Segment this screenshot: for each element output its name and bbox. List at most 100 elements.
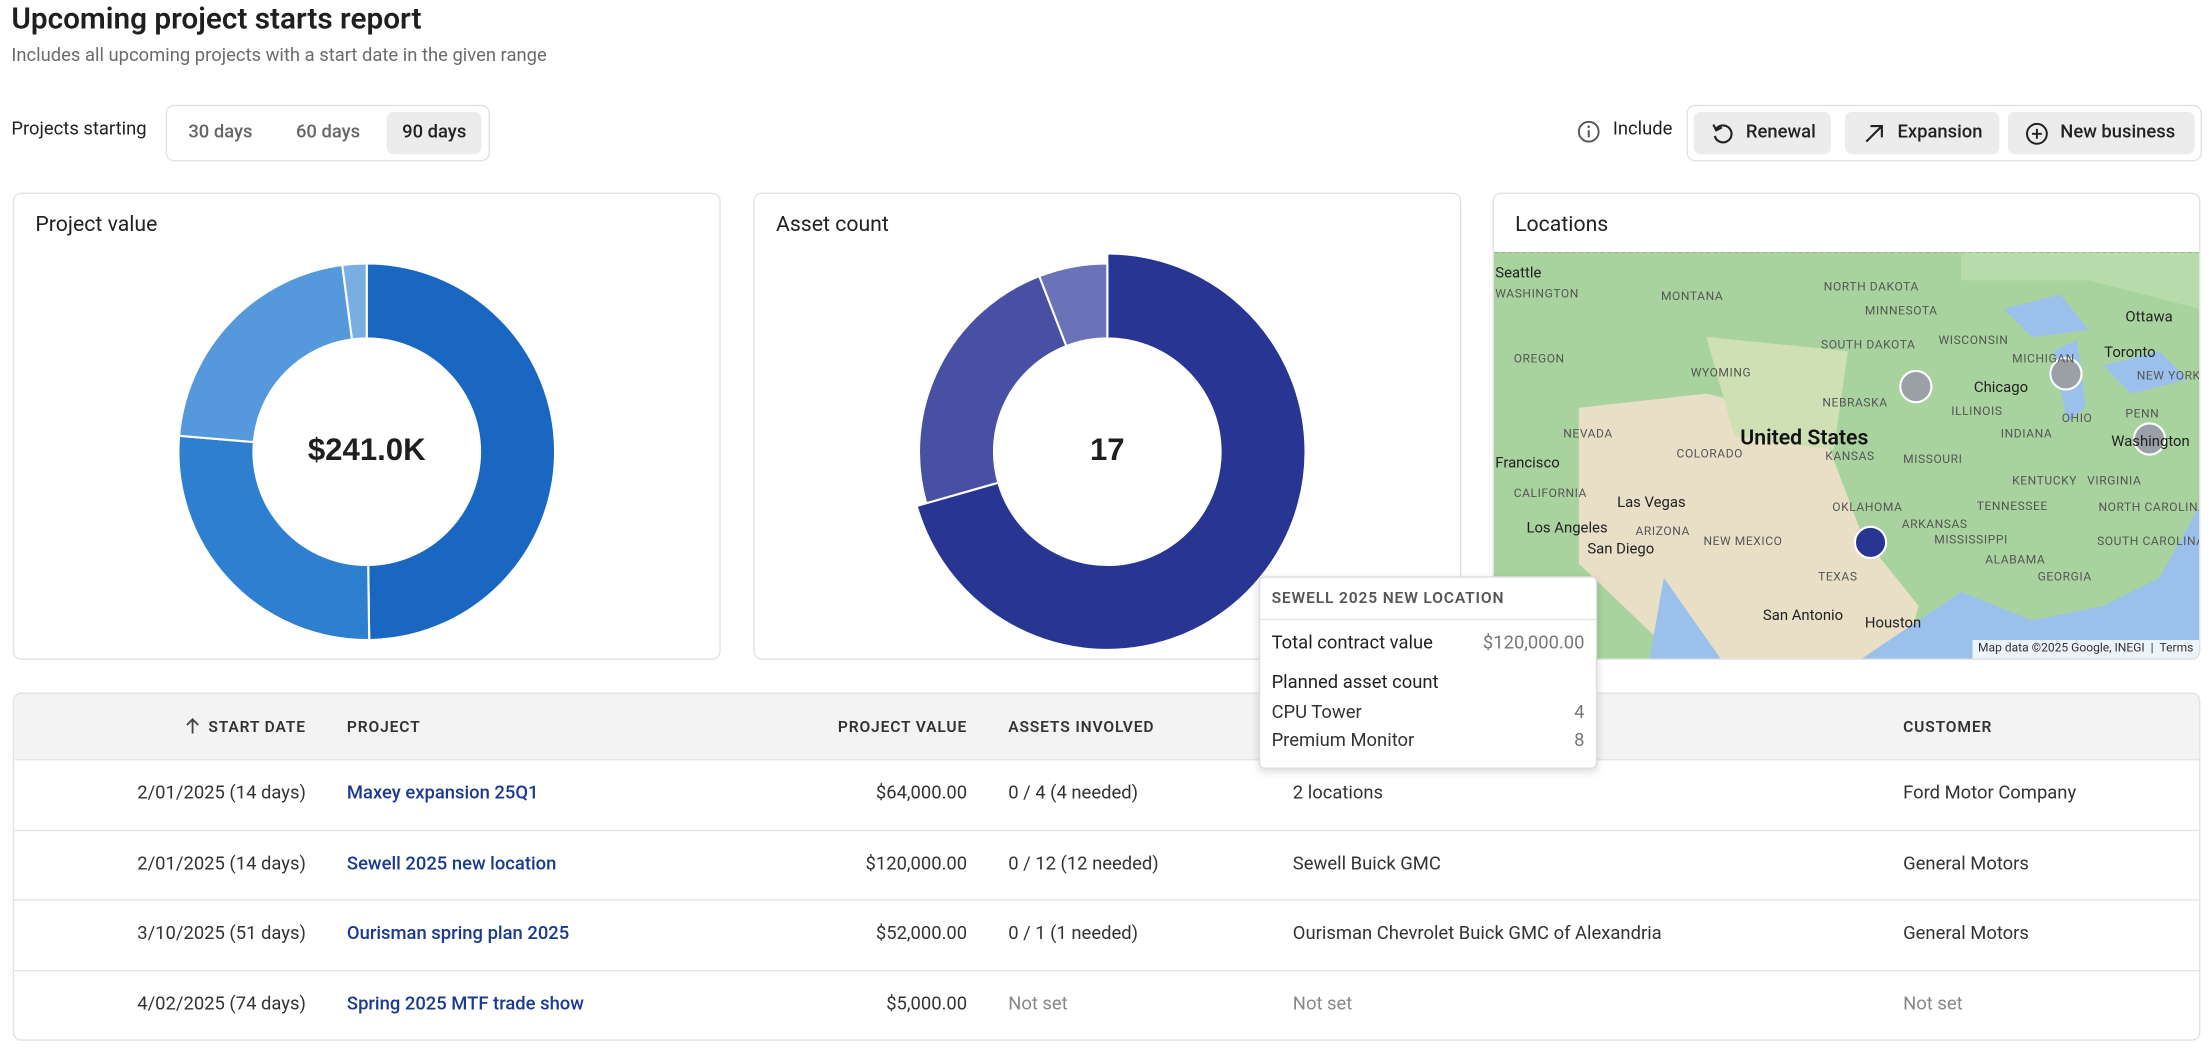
tooltip-value: $120,000.00 (1482, 632, 1585, 655)
donut-segment (915, 252, 1307, 652)
map-attribution: Map data ©2025 Google, INEGI | Terms (1972, 640, 2200, 659)
map-label: Ottawa (2125, 307, 2173, 326)
include-button[interactable]: Renewal (1693, 111, 1831, 155)
map-label: CALIFORNIA (1513, 487, 1587, 502)
map-label: ARIZONA (1635, 525, 1690, 540)
donut: $241.0K (177, 262, 557, 642)
table-cell: Not set (1903, 993, 1963, 1015)
map-label: TENNESSEE (1976, 499, 2048, 515)
map-base (1493, 252, 2200, 659)
tooltip-asset: CPU Tower (1271, 702, 1362, 724)
column-header[interactable]: START DATE (183, 718, 306, 736)
map-label: SOUTH CAROLINA (2097, 535, 2200, 550)
project-link[interactable]: Spring 2025 MTF trade show (346, 993, 584, 1015)
table-cell: General Motors (1903, 853, 2029, 875)
include-button[interactable]: New business (2007, 111, 2195, 155)
info-icon[interactable] (1576, 119, 1601, 144)
button-label: Expansion (1897, 121, 1983, 144)
map-label: PENN (2125, 407, 2160, 422)
map-label: OREGON (1513, 352, 1565, 367)
card-title: Asset count (775, 210, 889, 237)
map-label: MONTANA (1660, 290, 1724, 305)
table-row[interactable]: 3/10/2025 (51 days) Ourisman spring plan … (14, 899, 2200, 970)
column-header[interactable]: ASSETS INVOLVED (1008, 717, 1155, 737)
map-label: Houston (1864, 613, 1922, 632)
table-cell: Ford Motor Company (1903, 783, 2077, 805)
map-label: NORTH DAKOTA (1823, 280, 1919, 295)
table-row[interactable]: 4/02/2025 (74 days) Spring 2025 MTF trade… (14, 969, 2200, 1039)
donut-segment (177, 263, 354, 444)
table-cell: 3/10/2025 (51 days) (137, 923, 306, 945)
card-title: Project value (35, 210, 158, 237)
map-label: NORTH CAROLINA (2098, 501, 2200, 516)
map-label: ILLINOIS (1951, 404, 2003, 420)
table-cell: Sewell Buick GMC (1292, 853, 1441, 875)
map[interactable]: Map data ©2025 Google, INEGI | Terms Sea… (1493, 252, 2200, 659)
table-row[interactable]: 2/01/2025 (14 days) Sewell 2025 new locat… (14, 829, 2200, 900)
column-header[interactable]: PROJECT VALUE (837, 717, 968, 737)
map-label: WASHINGTON (1495, 287, 1579, 302)
project-value-card: Project value $241.0K (12, 192, 721, 660)
table-cell: 2/01/2025 (14 days) (137, 783, 306, 805)
table-cell: 0 / 4 (4 needed) (1008, 783, 1139, 805)
tooltip-asset: Premium Monitor (1271, 730, 1415, 752)
project-link[interactable]: Sewell 2025 new location (346, 853, 557, 875)
button-icon (2026, 122, 2048, 145)
sort-icon (186, 718, 200, 734)
project-link[interactable]: Maxey expansion 25Q1 (346, 783, 539, 805)
map-label: GEORGIA (2037, 570, 2092, 585)
include-buttons: Renewal Expansion New business (1686, 104, 2202, 162)
tooltip-title: SEWELL 2025 NEW LOCATION (1271, 589, 1505, 608)
table-cell: $64,000.00 (875, 783, 968, 805)
donut: 17 (915, 252, 1307, 652)
table-cell: 4/02/2025 (74 days) (137, 993, 306, 1015)
map-label: WYOMING (1690, 366, 1752, 381)
map-label: Las Vegas (1617, 492, 1686, 512)
attribution: Map data ©2025 Google, INEGI (1978, 641, 2145, 656)
range-option[interactable]: 60 days (295, 121, 361, 144)
map-label: NEW YORK (2136, 369, 2200, 384)
map-label: OHIO (2061, 412, 2093, 427)
project-link[interactable]: Ourisman spring plan 2025 (346, 923, 570, 945)
map-label: MISSOURI (1903, 453, 1963, 468)
donut-segment (1037, 262, 1109, 348)
map-label: NEW MEXICO (1703, 535, 1783, 550)
filter-label: Projects starting (11, 118, 147, 141)
locations-card: Locations Map data ©2025 Google, INEGI |… (1492, 192, 2201, 660)
map-label: NEBRASKA (1822, 396, 1888, 411)
include-button[interactable]: Expansion (1845, 111, 2000, 155)
map-label: COLORADO (1676, 447, 1744, 462)
table-cell: $120,000.00 (865, 853, 968, 875)
table-cell: Ourisman Chevrolet Buick GMC of Alexandr… (1292, 923, 1662, 945)
table-cell: 2/01/2025 (14 days) (137, 853, 306, 875)
map-label: MICHIGAN (2012, 352, 2075, 367)
map-label: KANSAS (1825, 450, 1875, 465)
terms-link[interactable]: Terms (2159, 641, 2194, 656)
column-header[interactable]: CUSTOMER (1903, 717, 1993, 737)
table-cell: 2 locations (1292, 783, 1384, 805)
range-option[interactable]: 30 days (188, 121, 253, 144)
map-label: San Antonio (1762, 606, 1844, 625)
map-label: Francisco (1495, 453, 1560, 472)
map-label: MISSISSIPPI (1934, 533, 2008, 548)
map-label: Los Angeles (1526, 518, 1608, 537)
map-label: OKLAHOMA (1832, 501, 1903, 516)
donut-segment (341, 262, 368, 341)
map-label: VIRGINIA (2087, 474, 2142, 489)
tooltip: SEWELL 2025 NEW LOCATION Total contract … (1258, 576, 1598, 769)
map-label: Chicago (1973, 378, 2029, 397)
donut-segment (177, 434, 371, 642)
map-label: NEVADA (1563, 427, 1613, 442)
table-row[interactable]: 2/01/2025 (14 days) Maxey expansion 25Q1 $… (14, 758, 2200, 830)
map-label: Washington (2111, 431, 2190, 451)
range-option[interactable]: 90 days (386, 111, 482, 155)
button-icon (1712, 124, 1733, 144)
button-icon (1865, 124, 1883, 143)
table-cell: $5,000.00 (886, 993, 968, 1015)
table-header (14, 693, 2200, 759)
tooltip-label: Planned asset count (1271, 672, 1439, 694)
column-header[interactable]: PROJECT (346, 717, 421, 737)
table-cell: Not set (1292, 993, 1353, 1015)
